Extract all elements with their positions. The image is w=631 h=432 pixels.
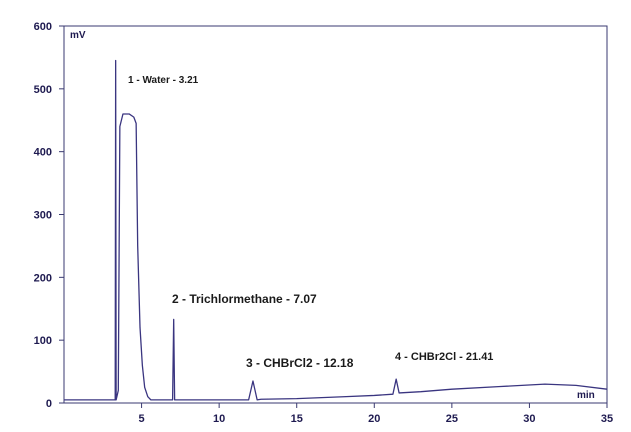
peak-label-4: 4 - CHBr2Cl - 21.41 (395, 351, 493, 363)
peak-label-2: 2 - Trichlormethane - 7.07 (172, 292, 317, 306)
y-axis: 0 100 200 300 400 500 600 (34, 21, 64, 410)
peak-label-3: 3 - CHBrCl2 - 12.18 (246, 356, 354, 370)
x-unit-label: min (577, 390, 595, 401)
y-tick-label: 300 (34, 210, 52, 222)
x-tick-label: 20 (368, 413, 380, 425)
y-tick-label: 200 (34, 272, 52, 284)
y-tick-label: 500 (34, 84, 52, 96)
y-tick-label: 600 (34, 21, 52, 33)
y-tick-label: 0 (46, 398, 52, 410)
x-axis: 5 10 15 20 25 30 35 (139, 403, 613, 425)
peak-labels: 1 - Water - 3.21 2 - Trichlormethane - 7.… (128, 75, 493, 370)
x-tick-label: 35 (601, 413, 613, 425)
y-tick-label: 400 (34, 147, 52, 159)
x-tick-label: 25 (446, 413, 458, 425)
chromatogram-trace (64, 59, 608, 401)
x-tick-label: 10 (213, 413, 225, 425)
y-unit-label: mV (70, 30, 86, 41)
x-tick-label: 15 (291, 413, 303, 425)
x-tick-label: 30 (523, 413, 535, 425)
peak-label-1: 1 - Water - 3.21 (128, 75, 199, 86)
x-tick-label: 5 (139, 413, 145, 425)
y-tick-label: 100 (34, 335, 52, 347)
